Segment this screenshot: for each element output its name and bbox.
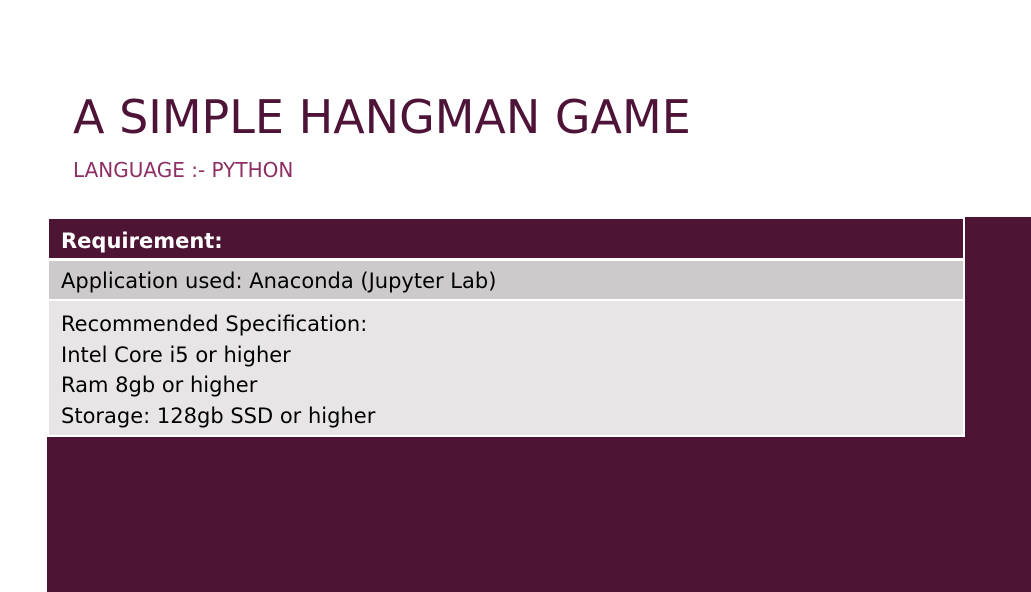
requirements-table: Requirement: Application used: Anaconda … <box>47 217 965 437</box>
spec-cpu: Intel Core i5 or higher <box>61 342 291 367</box>
table-header-row: Requirement: <box>47 217 965 261</box>
table-row-specification: Recommended Specification: Intel Core i5… <box>47 301 965 437</box>
spec-heading: Recommended Specification: <box>61 312 368 336</box>
application-text: Application used: Anaconda (Jupyter Lab) <box>61 269 497 293</box>
table-header-label: Requirement: <box>61 229 223 253</box>
spec-ram: Ram 8gb or higher <box>61 373 258 397</box>
spec-storage: Storage: 128gb SSD or higher <box>61 403 376 428</box>
table-row-application: Application used: Anaconda (Jupyter Lab) <box>47 261 965 301</box>
slide-subtitle: LANGUAGE :- PYTHON <box>73 158 294 182</box>
slide-title: A SIMPLE HANGMAN GAME <box>73 90 691 144</box>
